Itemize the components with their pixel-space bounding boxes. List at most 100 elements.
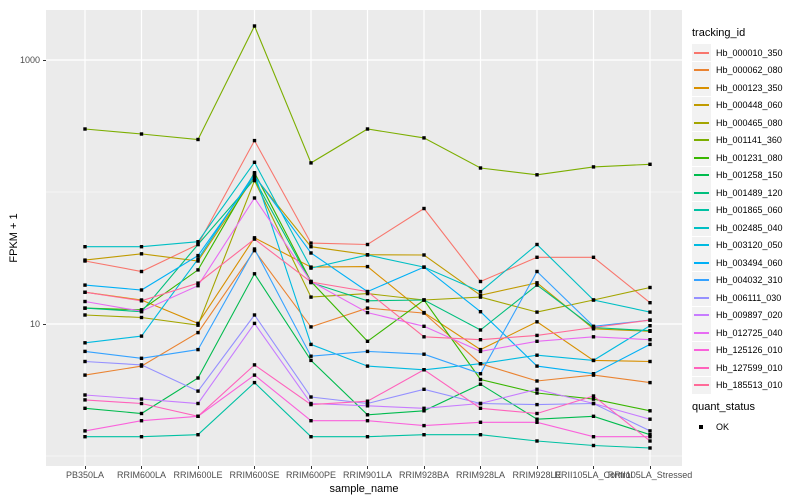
legend-line-icon [694, 139, 709, 142]
legend-panel: tracking_id Hb_000010_350 Hb_000062_080 Hb… [692, 27, 798, 436]
x-tick-label-RRIM600LA: RRIM600LA [116, 470, 167, 480]
data-point-marker [648, 338, 652, 342]
data-point-marker [478, 372, 483, 376]
data-point-marker [252, 313, 257, 317]
data-point-marker [591, 443, 596, 448]
legend-item-label: Hb_185513_010 [716, 380, 783, 391]
data-point-marker [309, 161, 313, 165]
data-point-marker [478, 362, 483, 366]
data-point-marker [591, 165, 596, 169]
data-point-marker [83, 435, 87, 439]
legend-line-icon [694, 69, 709, 72]
x-tick-label-RRIM928LE: RRIM928LE [512, 470, 562, 480]
data-point-marker [139, 288, 144, 292]
legend-line-icon [694, 104, 709, 107]
data-point-marker [422, 136, 426, 140]
legend-line-icon [694, 244, 709, 247]
data-point-marker [83, 290, 87, 294]
legend-key-swatch-icon [692, 376, 711, 394]
legend-item-label: Hb_125126_010 [716, 345, 783, 356]
data-point-marker [422, 387, 426, 391]
x-tick-mark [649, 466, 651, 469]
data-point-marker [139, 245, 144, 249]
x-tick-label-RRII105LA_Control: RRII105LA_Control [554, 470, 633, 480]
data-point-marker [196, 259, 200, 263]
data-point-marker [648, 417, 652, 421]
x-tick-label-PB350LA: PB350LA [65, 470, 105, 480]
data-point-marker [535, 420, 539, 424]
data-point-marker [309, 435, 313, 439]
legend-key-swatch-icon [692, 131, 711, 149]
legend-key-swatch-icon [692, 359, 711, 377]
legend-key-swatch-icon [692, 44, 711, 62]
legend-item-label: Hb_003120_050 [716, 240, 783, 251]
legend-key-swatch-icon [692, 201, 711, 219]
data-point-marker [139, 269, 144, 274]
data-point-marker [196, 242, 200, 247]
data-point-marker [591, 335, 596, 339]
x-tick-mark [480, 466, 481, 469]
data-point-marker [648, 435, 652, 439]
legend-key-swatch-icon [692, 289, 711, 307]
legend-item-label: Hb_004032_310 [716, 275, 783, 286]
data-point-marker [365, 264, 370, 269]
data-point-marker [478, 295, 483, 299]
data-point-marker [309, 342, 313, 347]
data-point-marker [252, 237, 257, 241]
data-point-marker [478, 338, 483, 342]
legend-item-Hb_000123_350: Hb_000123_350 [692, 79, 798, 97]
legend-line-icon [694, 121, 709, 124]
data-point-marker [648, 433, 652, 437]
data-point-marker [591, 298, 596, 302]
data-point-marker [478, 166, 483, 170]
x-tick-label-RRIM928BA: RRIM928BA [398, 470, 450, 480]
data-point-marker [422, 409, 426, 413]
data-point-marker [535, 333, 539, 338]
legend-line-icon [694, 226, 709, 229]
legend-item-Hb_000465_080: Hb_000465_080 [692, 114, 798, 132]
x-tick-label-RRIM600LE: RRIM600LE [173, 470, 223, 480]
legend-line-icon [694, 384, 709, 387]
legend-line-icon [694, 296, 709, 299]
x-tick-mark [197, 466, 199, 469]
data-point-marker [478, 310, 483, 314]
x-tick-mark [310, 466, 312, 469]
data-point-marker [422, 298, 426, 302]
data-point-marker [365, 127, 370, 131]
legend-key-swatch-icon [692, 166, 711, 184]
legend-key-swatch-icon [692, 219, 711, 237]
data-point-marker [252, 138, 257, 143]
data-point-marker [83, 429, 87, 433]
data-point-marker [535, 402, 539, 407]
y-tick-label: 10 [29, 319, 40, 329]
data-point-marker [591, 414, 596, 418]
data-point-marker [83, 299, 87, 304]
data-point-marker [139, 435, 144, 439]
data-point-marker [196, 137, 200, 142]
data-point-marker [535, 269, 539, 274]
data-point-marker [365, 401, 370, 406]
data-point-marker [83, 406, 87, 410]
x-tick-mark [536, 466, 538, 469]
legend-item-label: Hb_009897_020 [716, 310, 783, 321]
legend-item-label: Hb_000448_060 [716, 100, 783, 111]
legend-item-Hb_012725_040: Hb_012725_040 [692, 324, 798, 342]
data-point-marker [139, 309, 144, 313]
legend-key-swatch-icon [692, 61, 711, 79]
data-point-marker [83, 373, 87, 377]
data-point-marker [478, 347, 483, 352]
legend-line-icon [694, 209, 709, 212]
legend-item-label: OK [716, 421, 730, 432]
legend-item-Hb_000010_350: Hb_000010_350 [692, 44, 798, 62]
data-point-marker [591, 401, 596, 406]
data-point-marker [591, 397, 596, 401]
legend-key-swatch-icon [692, 236, 711, 254]
data-point-marker [365, 242, 370, 247]
data-point-marker [648, 285, 652, 290]
data-point-marker [648, 162, 652, 166]
data-point-marker [535, 339, 539, 343]
data-point-marker [535, 310, 539, 314]
x-tick-mark [593, 466, 594, 469]
data-point-marker [648, 439, 652, 443]
data-point-marker [196, 323, 200, 327]
